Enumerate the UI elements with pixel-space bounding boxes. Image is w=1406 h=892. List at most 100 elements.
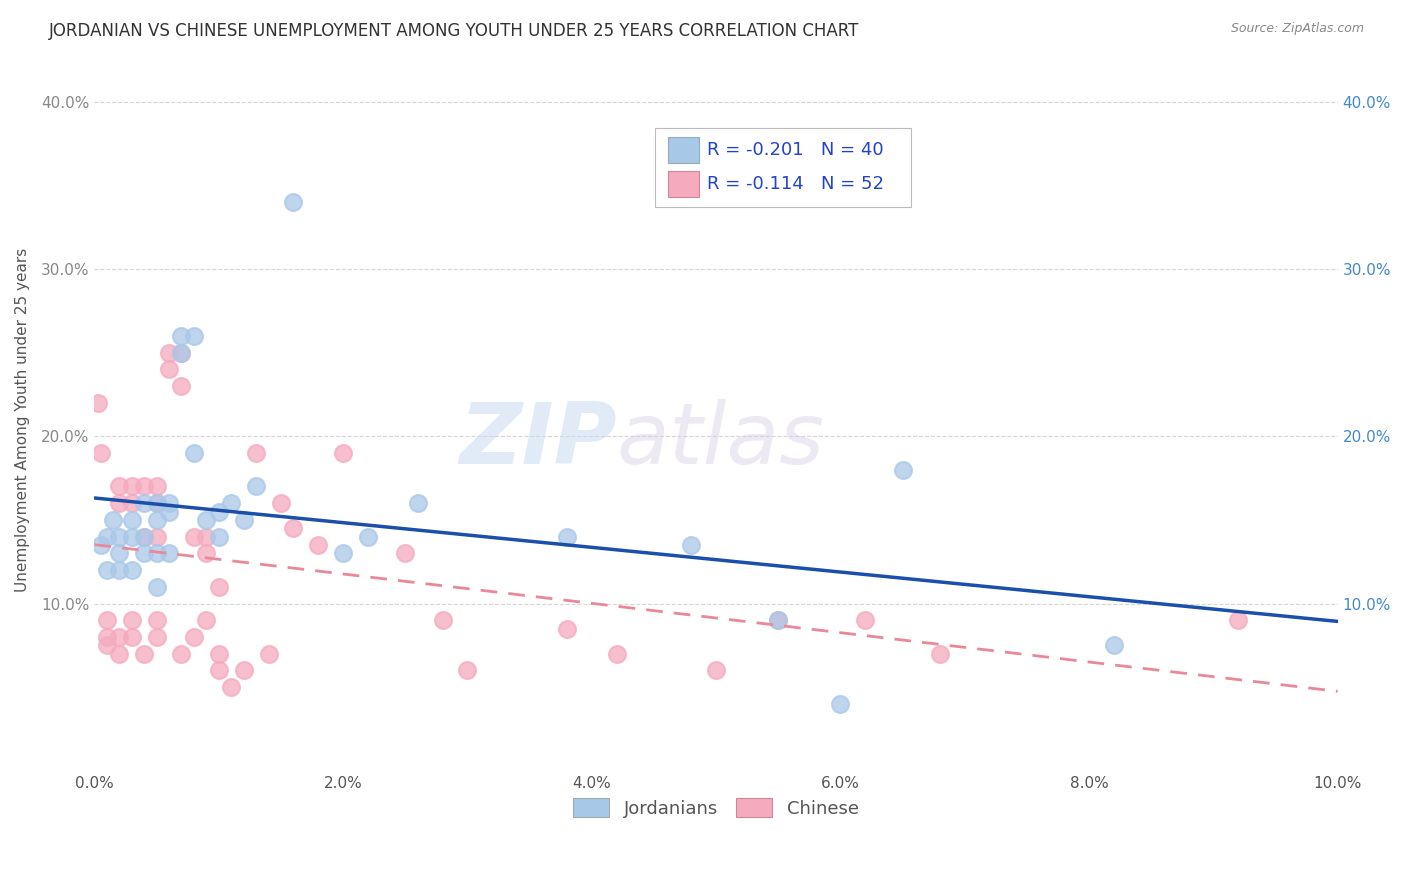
Text: ZIP: ZIP (458, 400, 617, 483)
Text: R = -0.201   N = 40: R = -0.201 N = 40 (707, 141, 884, 159)
Point (208, 580, 231, 594)
Point (208, 530, 231, 544)
Point (145, 580, 167, 594)
Point (183, 329, 205, 343)
Point (208, 647, 231, 661)
Text: JORDANIAN VS CHINESE UNEMPLOYMENT AMONG YOUTH UNDER 25 YEARS CORRELATION CHART: JORDANIAN VS CHINESE UNEMPLOYMENT AMONG … (49, 22, 859, 40)
Point (183, 530, 205, 544)
Point (195, 613, 218, 627)
Point (145, 546, 167, 560)
Point (270, 496, 292, 510)
Point (90, 538, 112, 552)
Point (145, 479, 167, 493)
Y-axis label: Unemployment Among Youth under 25 years: Unemployment Among Youth under 25 years (15, 247, 30, 591)
Point (332, 446, 354, 460)
Point (183, 630, 205, 644)
Point (157, 546, 180, 560)
Point (208, 504, 231, 518)
Point (245, 479, 267, 493)
Point (681, 538, 703, 552)
Point (830, 697, 852, 711)
Point (134, 530, 156, 544)
Point (134, 546, 156, 560)
Point (1102, 638, 1125, 652)
Point (108, 630, 131, 644)
Point (121, 563, 143, 577)
Point (145, 613, 167, 627)
Legend: Jordanians, Chinese: Jordanians, Chinese (567, 791, 866, 825)
Point (134, 479, 156, 493)
Point (183, 446, 205, 460)
Point (121, 630, 143, 644)
Point (96, 530, 118, 544)
Point (157, 345, 180, 359)
Point (145, 513, 167, 527)
Point (96, 613, 118, 627)
Point (157, 496, 180, 510)
Point (853, 613, 876, 627)
Point (145, 496, 167, 510)
Point (406, 496, 429, 510)
Point (108, 563, 131, 577)
Point (283, 195, 305, 210)
Point (307, 538, 329, 552)
Point (704, 664, 727, 678)
Point (170, 345, 193, 359)
Point (394, 546, 416, 560)
Point (555, 622, 578, 636)
Point (208, 664, 231, 678)
Point (157, 362, 180, 376)
Point (195, 546, 218, 560)
Point (606, 647, 628, 661)
Point (90, 446, 112, 460)
Point (134, 530, 156, 544)
Point (121, 496, 143, 510)
Point (170, 379, 193, 393)
Point (108, 546, 131, 560)
Point (121, 613, 143, 627)
Point (766, 613, 789, 627)
Point (96, 630, 118, 644)
Text: atlas: atlas (617, 400, 824, 483)
Point (145, 630, 167, 644)
Point (108, 530, 131, 544)
Point (245, 446, 267, 460)
Point (145, 530, 167, 544)
Text: Source: ZipAtlas.com: Source: ZipAtlas.com (1230, 22, 1364, 36)
Point (283, 521, 305, 535)
Point (332, 546, 354, 560)
Point (87, 396, 110, 410)
Point (157, 504, 180, 518)
Point (232, 664, 254, 678)
Point (195, 530, 218, 544)
Point (232, 513, 254, 527)
Point (101, 513, 124, 527)
Point (1227, 613, 1250, 627)
Point (891, 463, 914, 477)
Point (108, 496, 131, 510)
Point (219, 496, 242, 510)
Point (121, 479, 143, 493)
Point (766, 613, 789, 627)
Point (432, 613, 454, 627)
Point (121, 530, 143, 544)
Point (170, 647, 193, 661)
Point (121, 513, 143, 527)
Point (108, 479, 131, 493)
Point (928, 647, 950, 661)
Point (170, 345, 193, 359)
Point (145, 496, 167, 510)
Point (257, 647, 280, 661)
Point (96, 638, 118, 652)
Point (357, 530, 380, 544)
Point (134, 496, 156, 510)
Point (170, 329, 193, 343)
Point (195, 513, 218, 527)
Point (555, 530, 578, 544)
Point (134, 647, 156, 661)
Point (456, 664, 478, 678)
Point (96, 563, 118, 577)
Point (219, 680, 242, 694)
Text: R = -0.114   N = 52: R = -0.114 N = 52 (707, 175, 884, 193)
Point (108, 647, 131, 661)
